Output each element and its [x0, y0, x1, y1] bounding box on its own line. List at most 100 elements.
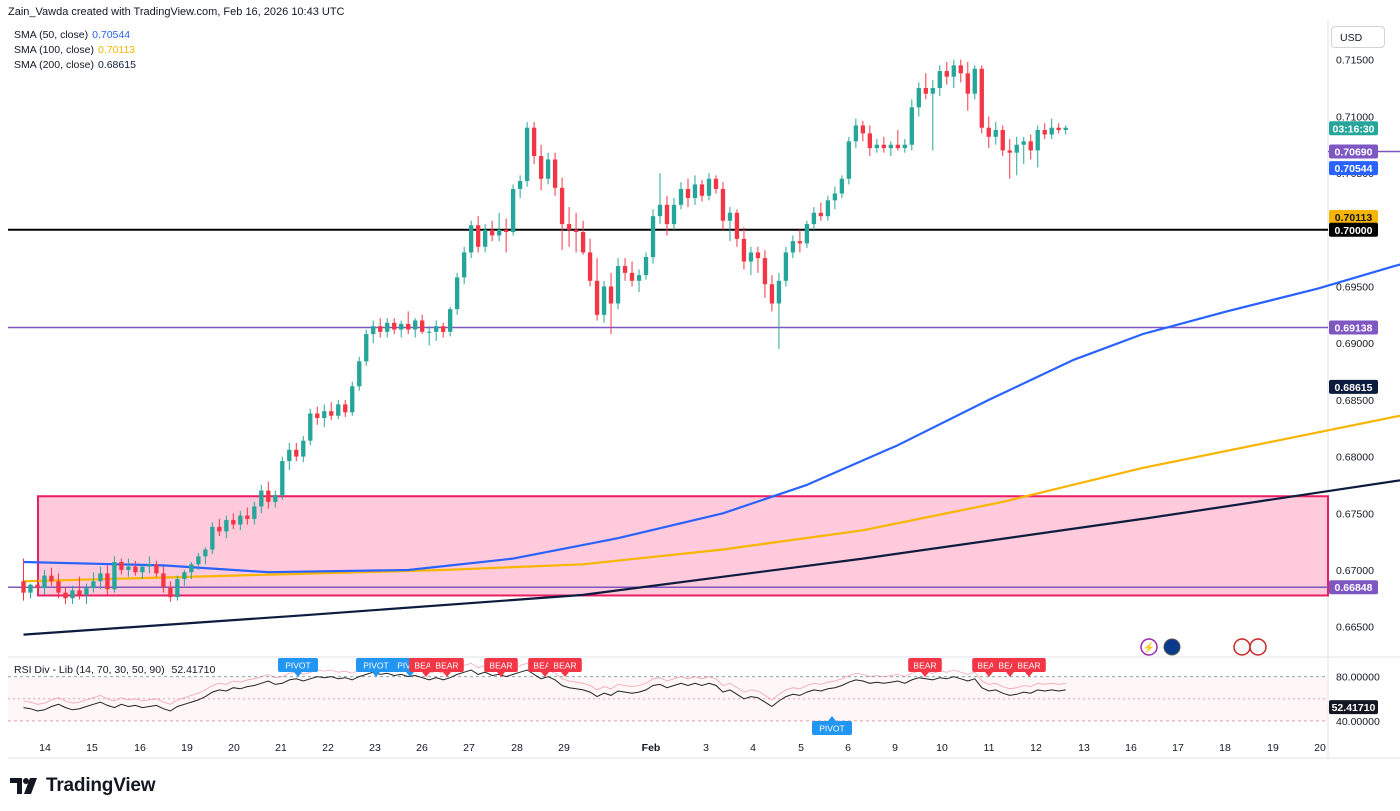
date-tick-label: 20 — [228, 742, 240, 754]
candle — [301, 436, 306, 463]
legend-sma50[interactable]: SMA (50, close) 0.70544 — [14, 29, 130, 41]
rsi-label-bg — [1012, 658, 1046, 672]
candle — [238, 510, 243, 531]
candle — [329, 402, 334, 421]
candle-body — [133, 566, 138, 573]
candle — [951, 59, 956, 89]
candle — [993, 122, 998, 145]
event-icons: ⚡ — [1140, 638, 1267, 656]
candle — [545, 152, 551, 185]
price-label-bg — [1329, 144, 1378, 159]
candle — [657, 173, 663, 225]
candle — [650, 209, 656, 264]
candle — [147, 556, 152, 574]
candle-body — [119, 562, 124, 570]
candle — [364, 329, 369, 366]
date-axis: 14 15 16 19 20 21 22 23 26 27 28 29 Feb 3 4 5 6 9 10 11 12 13… — [39, 742, 1326, 754]
price-label-bg — [1329, 161, 1378, 176]
candle — [790, 235, 796, 259]
candle — [1056, 123, 1061, 134]
candle — [294, 442, 299, 462]
candle — [308, 408, 313, 446]
tradingview-logo[interactable]: TradingView — [10, 773, 156, 799]
au-flag-event-icon[interactable] — [1163, 638, 1181, 656]
rsi-current-bg — [1329, 700, 1378, 715]
candle — [636, 269, 642, 293]
candle-body — [573, 229, 579, 233]
candle — [350, 381, 355, 416]
rsi-label-text: BEAR — [435, 661, 458, 671]
candle — [720, 182, 726, 230]
candle-body — [1049, 127, 1054, 135]
candle — [210, 522, 215, 555]
candle-body — [224, 520, 229, 532]
candle — [818, 202, 824, 221]
currency-selector[interactable]: USD — [1331, 26, 1385, 48]
candle-body — [517, 181, 523, 189]
price-label: 0.69138 — [1329, 320, 1378, 335]
rsi-legend-value: 52.41710 — [171, 664, 216, 676]
candle-body — [797, 241, 803, 244]
date-tick-label: 13 — [1078, 742, 1090, 754]
price-tick-label: 0.67000 — [1336, 565, 1374, 577]
candle — [706, 173, 712, 201]
legend-sma200[interactable]: SMA (200, close) 0.68615 — [14, 59, 136, 71]
candle-body — [378, 326, 383, 332]
candle — [811, 207, 817, 230]
candle — [594, 258, 600, 321]
candle-body — [867, 133, 873, 149]
candle-body — [168, 586, 173, 598]
candle — [622, 258, 628, 281]
candle-body — [266, 490, 271, 502]
candle — [573, 212, 579, 253]
candle-body — [706, 178, 712, 196]
moving-averages — [23, 263, 1400, 636]
candle — [77, 576, 82, 600]
candle-body — [944, 71, 949, 77]
candle-body — [650, 216, 656, 257]
candle — [357, 356, 362, 391]
price-tick-label: 0.71000 — [1336, 111, 1374, 123]
candle-body — [461, 252, 467, 278]
candle-body — [1035, 129, 1040, 151]
rsi-label-bg — [356, 658, 396, 672]
us-flag-event-icon[interactable] — [1233, 638, 1251, 656]
candle-body — [594, 280, 600, 315]
demand-zone-box — [37, 495, 1329, 597]
candle-body — [965, 73, 970, 94]
date-tick-label: 9 — [892, 742, 898, 754]
candle — [56, 573, 61, 599]
rsi-current-label: 52.41710 — [1332, 702, 1376, 714]
candle — [972, 65, 977, 100]
candle-body — [1042, 129, 1047, 135]
us-flag-event-icon-2[interactable] — [1249, 638, 1267, 656]
rsi-tick-label: 40.00000 — [1336, 716, 1380, 728]
candle-body — [105, 573, 110, 590]
rsi-label-pointer — [443, 672, 451, 677]
date-tick-label: 19 — [1267, 742, 1279, 754]
candle-body — [664, 204, 670, 225]
candle — [482, 224, 488, 253]
candle — [21, 558, 26, 601]
candle — [259, 484, 264, 514]
candle-body — [308, 413, 313, 441]
candle — [42, 569, 47, 595]
flash-event-icon[interactable] — [1140, 638, 1158, 656]
candle — [762, 250, 768, 298]
candle — [385, 318, 390, 338]
legend-sma100[interactable]: SMA (100, close) 0.70113 — [14, 44, 135, 56]
sma100-line — [23, 414, 1400, 583]
candle — [140, 564, 145, 580]
rsi-legend[interactable]: RSI Div - Lib (14, 70, 30, 50, 90) 52.41… — [14, 664, 215, 676]
candle-body — [287, 449, 292, 462]
candle-body — [636, 275, 642, 281]
date-tick-label: 22 — [322, 742, 334, 754]
candle — [245, 507, 250, 525]
rsi-label-bg — [548, 658, 582, 672]
candle — [489, 220, 495, 242]
price-tick-label: 0.66500 — [1336, 622, 1374, 634]
candle — [266, 481, 271, 509]
candle-body — [881, 144, 887, 149]
candle-body — [748, 252, 754, 262]
